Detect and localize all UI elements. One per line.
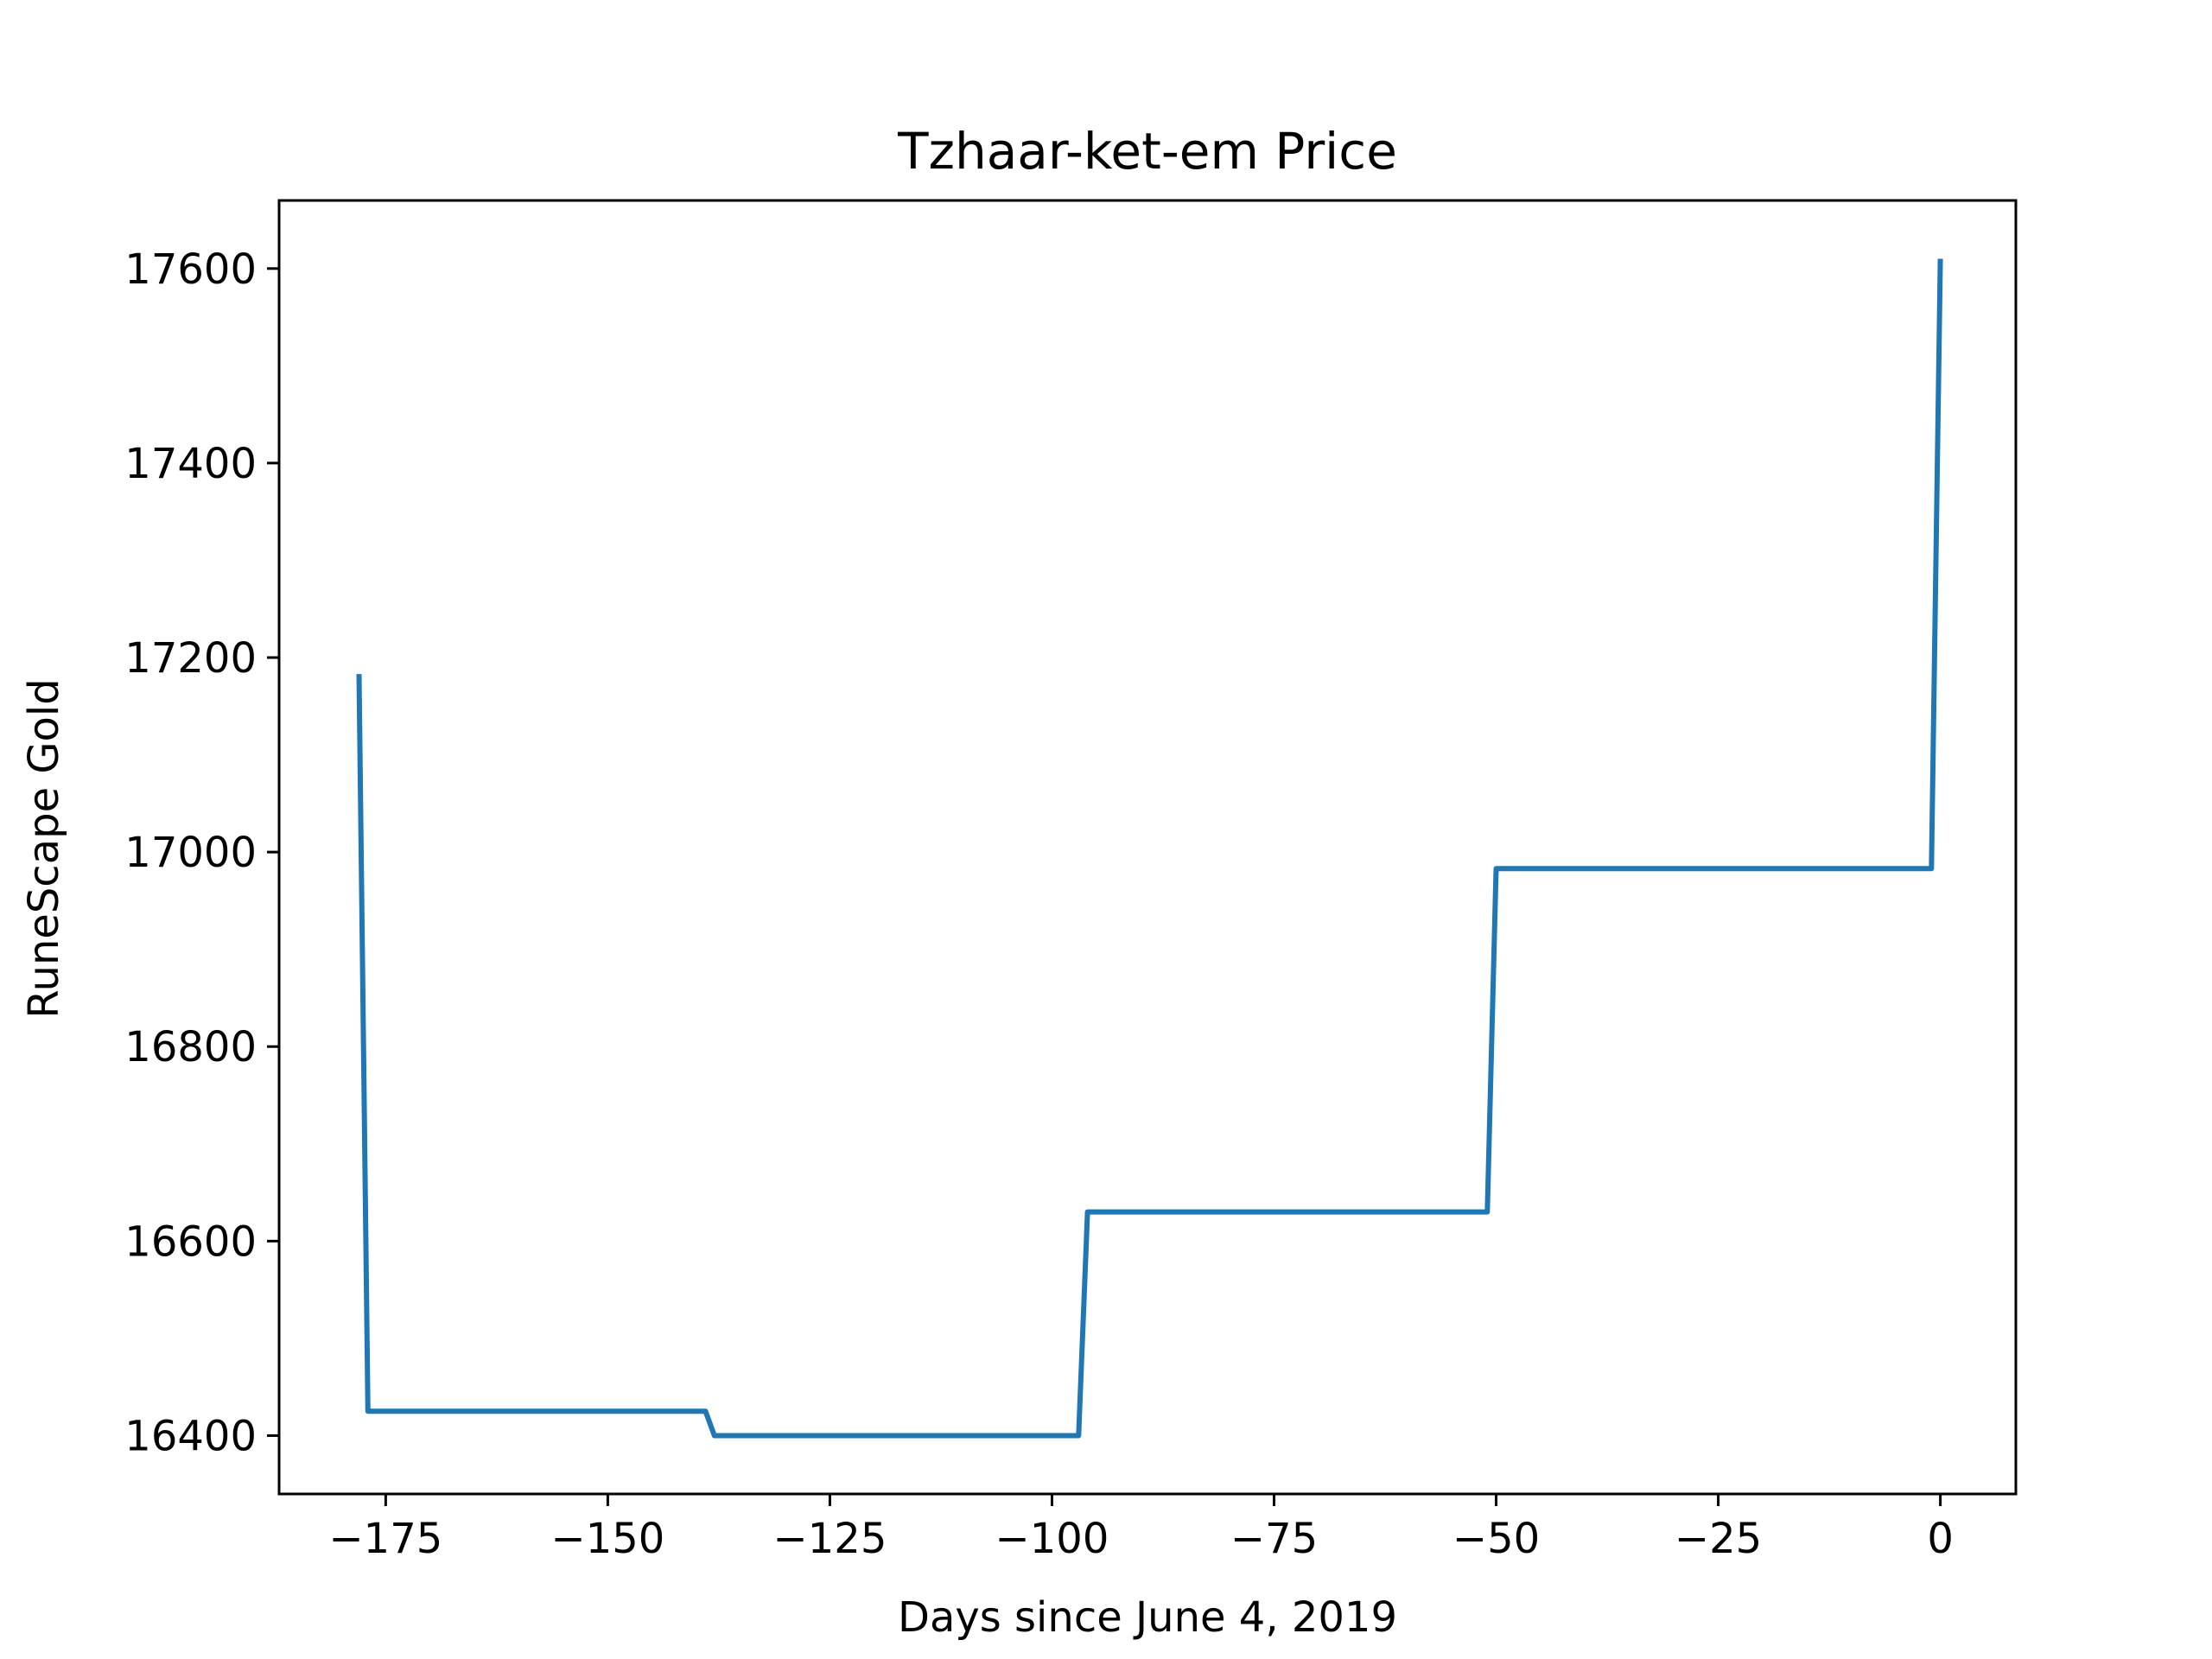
x-tick-label: −175 — [328, 1515, 442, 1563]
x-tick-label: −25 — [1675, 1515, 1762, 1563]
y-tick-label: 17400 — [124, 440, 257, 488]
y-tick-label: 17600 — [124, 245, 257, 294]
x-tick-label: −125 — [773, 1515, 887, 1563]
x-tick-label: −50 — [1452, 1515, 1540, 1563]
y-tick-label: 16400 — [124, 1412, 257, 1460]
y-tick-label: 16800 — [124, 1023, 257, 1071]
y-axis-label: RuneScape Gold — [20, 678, 68, 1018]
x-tick-label: −100 — [995, 1515, 1109, 1563]
x-tick-label: −150 — [550, 1515, 664, 1563]
x-tick-label: 0 — [1927, 1515, 1954, 1563]
chart-title: Tzhaar-ket-em Price — [897, 122, 1397, 181]
plot-frame — [277, 199, 2018, 1496]
y-tick-label: 16600 — [124, 1217, 257, 1266]
axis-ticks: −175 −150 −125 −100 −75 −50 −25 0 16400 16600 1680… — [124, 245, 1954, 1563]
x-tick-label: −75 — [1230, 1515, 1318, 1563]
y-tick-label: 17000 — [124, 829, 257, 877]
y-tick-label: 17200 — [124, 634, 257, 683]
series-layer — [356, 258, 1943, 1439]
price-series-line — [356, 258, 1943, 1439]
x-axis-label: Days since June 4, 2019 — [898, 1593, 1397, 1642]
